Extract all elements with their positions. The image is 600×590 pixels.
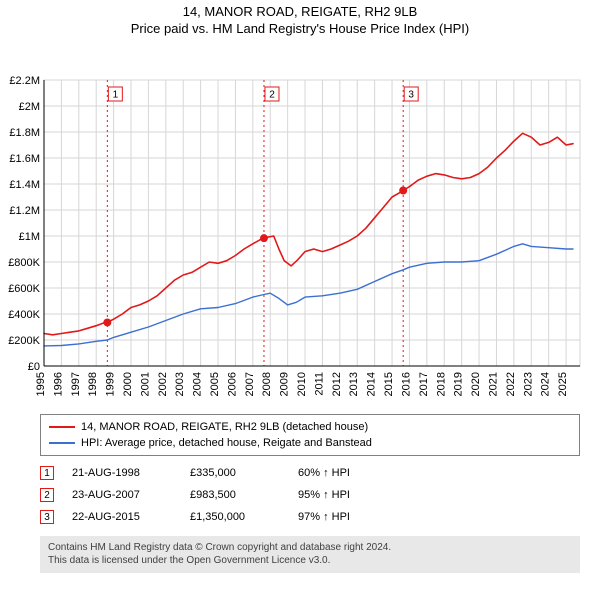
event-row: 3 22-AUG-2015 £1,350,000 97% ↑ HPI bbox=[40, 506, 580, 528]
footer-line1: Contains HM Land Registry data © Crown c… bbox=[48, 542, 572, 555]
svg-text:2004: 2004 bbox=[192, 372, 204, 396]
svg-text:2012: 2012 bbox=[331, 372, 343, 396]
svg-text:£2.2M: £2.2M bbox=[9, 75, 40, 87]
legend-swatch bbox=[49, 426, 75, 428]
svg-text:£1.6M: £1.6M bbox=[9, 153, 40, 165]
event-row: 2 23-AUG-2007 £983,500 95% ↑ HPI bbox=[40, 484, 580, 506]
svg-text:2000: 2000 bbox=[122, 372, 134, 396]
svg-text:£1M: £1M bbox=[19, 231, 40, 243]
svg-text:2013: 2013 bbox=[348, 372, 360, 396]
legend-label: HPI: Average price, detached house, Reig… bbox=[81, 437, 372, 449]
svg-text:2025: 2025 bbox=[557, 372, 569, 396]
event-row: 1 21-AUG-1998 £335,000 60% ↑ HPI bbox=[40, 462, 580, 484]
svg-text:2015: 2015 bbox=[383, 372, 395, 396]
svg-text:£0: £0 bbox=[28, 361, 40, 373]
chart-svg: £0 £200K £400K £600K £800K £1M £1.2M £1.4M £1.6M… bbox=[0, 36, 600, 408]
legend: 14, MANOR ROAD, REIGATE, RH2 9LB (detach… bbox=[40, 414, 580, 456]
event-hpi: 60% ↑ HPI bbox=[298, 467, 350, 479]
event-price: £1,350,000 bbox=[190, 511, 280, 523]
event-date: 22-AUG-2015 bbox=[72, 511, 172, 523]
svg-text:2018: 2018 bbox=[435, 372, 447, 396]
svg-text:2009: 2009 bbox=[279, 372, 291, 396]
footer-note: Contains HM Land Registry data © Crown c… bbox=[40, 536, 580, 573]
footer-line2: This data is licensed under the Open Gov… bbox=[48, 555, 572, 568]
svg-text:3: 3 bbox=[408, 90, 414, 101]
title-sub: Price paid vs. HM Land Registry's House … bbox=[0, 21, 600, 36]
svg-text:2024: 2024 bbox=[540, 372, 552, 396]
legend-row: HPI: Average price, detached house, Reig… bbox=[49, 435, 571, 451]
event-hpi: 95% ↑ HPI bbox=[298, 489, 350, 501]
svg-text:1997: 1997 bbox=[70, 372, 82, 396]
svg-text:2016: 2016 bbox=[400, 372, 412, 396]
svg-text:£600K: £600K bbox=[8, 283, 40, 295]
svg-text:2021: 2021 bbox=[487, 372, 499, 396]
svg-text:£1.4M: £1.4M bbox=[9, 179, 40, 191]
event-date: 23-AUG-2007 bbox=[72, 489, 172, 501]
svg-text:£1.2M: £1.2M bbox=[9, 205, 40, 217]
svg-text:£2M: £2M bbox=[19, 101, 40, 113]
svg-text:1999: 1999 bbox=[105, 372, 117, 396]
titles: 14, MANOR ROAD, REIGATE, RH2 9LB Price p… bbox=[0, 0, 600, 36]
svg-text:2011: 2011 bbox=[313, 372, 325, 396]
svg-text:£1.8M: £1.8M bbox=[9, 127, 40, 139]
title-main: 14, MANOR ROAD, REIGATE, RH2 9LB bbox=[0, 4, 600, 19]
svg-text:£200K: £200K bbox=[8, 335, 40, 347]
svg-text:2019: 2019 bbox=[453, 372, 465, 396]
svg-text:2003: 2003 bbox=[174, 372, 186, 396]
legend-label: 14, MANOR ROAD, REIGATE, RH2 9LB (detach… bbox=[81, 421, 368, 433]
svg-text:2008: 2008 bbox=[261, 372, 273, 396]
svg-text:1: 1 bbox=[113, 90, 119, 101]
svg-text:£800K: £800K bbox=[8, 257, 40, 269]
svg-text:2020: 2020 bbox=[470, 372, 482, 396]
event-hpi: 97% ↑ HPI bbox=[298, 511, 350, 523]
event-badge: 3 bbox=[40, 510, 54, 524]
legend-swatch bbox=[49, 442, 75, 444]
legend-row: 14, MANOR ROAD, REIGATE, RH2 9LB (detach… bbox=[49, 419, 571, 435]
svg-text:2005: 2005 bbox=[209, 372, 221, 396]
svg-text:2001: 2001 bbox=[139, 372, 151, 396]
svg-text:2002: 2002 bbox=[157, 372, 169, 396]
chart-area: £0 £200K £400K £600K £800K £1M £1.2M £1.4M £1.6M… bbox=[0, 36, 600, 408]
svg-text:2017: 2017 bbox=[418, 372, 430, 396]
svg-text:2007: 2007 bbox=[244, 372, 256, 396]
svg-text:2014: 2014 bbox=[366, 372, 378, 396]
event-badge: 2 bbox=[40, 488, 54, 502]
svg-text:1998: 1998 bbox=[87, 372, 99, 396]
svg-text:2006: 2006 bbox=[226, 372, 238, 396]
svg-text:2: 2 bbox=[269, 90, 275, 101]
svg-text:2023: 2023 bbox=[522, 372, 534, 396]
svg-text:2022: 2022 bbox=[505, 372, 517, 396]
events-table: 1 21-AUG-1998 £335,000 60% ↑ HPI 2 23-AUG-200… bbox=[40, 462, 580, 528]
svg-text:2010: 2010 bbox=[296, 372, 308, 396]
event-price: £983,500 bbox=[190, 489, 280, 501]
svg-text:£400K: £400K bbox=[8, 309, 40, 321]
svg-text:1996: 1996 bbox=[52, 372, 64, 396]
event-date: 21-AUG-1998 bbox=[72, 467, 172, 479]
svg-text:1995: 1995 bbox=[35, 372, 47, 396]
event-price: £335,000 bbox=[190, 467, 280, 479]
event-badge: 1 bbox=[40, 466, 54, 480]
chart-container: 14, MANOR ROAD, REIGATE, RH2 9LB Price p… bbox=[0, 0, 600, 573]
